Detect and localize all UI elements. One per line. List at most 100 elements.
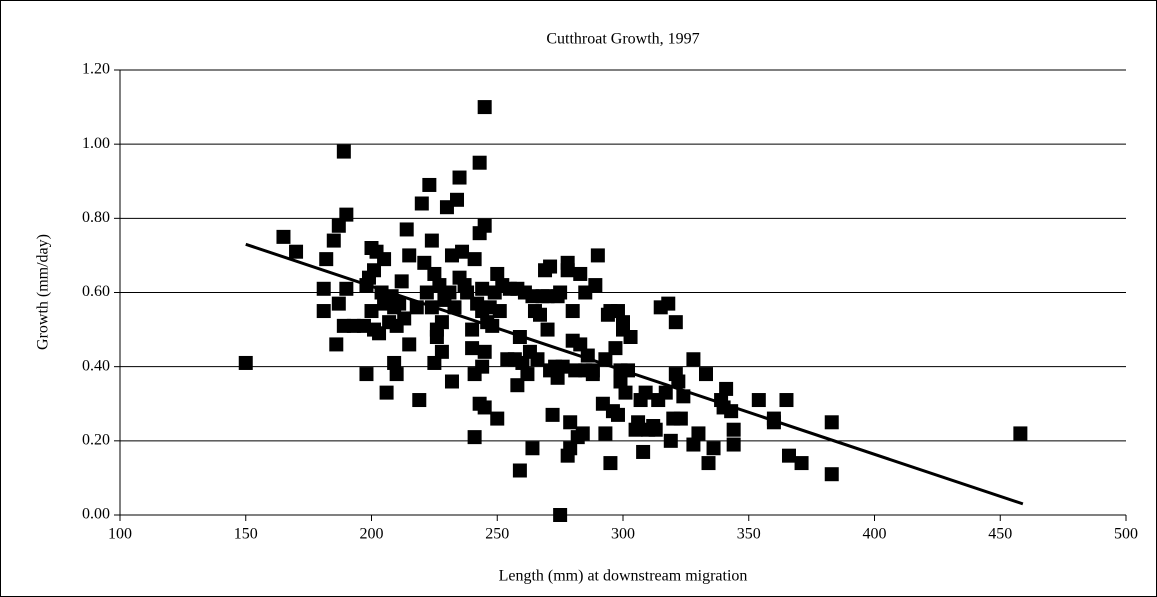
y-axis-label: Growth (mm/day) — [35, 234, 52, 350]
point — [545, 407, 560, 422]
point — [434, 315, 449, 330]
point — [460, 285, 475, 300]
point — [450, 192, 465, 207]
point — [444, 374, 459, 389]
point — [387, 355, 402, 370]
point — [673, 411, 688, 426]
x-tick-label: 250 — [485, 526, 509, 543]
point — [638, 385, 653, 400]
point — [412, 393, 427, 408]
point — [698, 367, 713, 382]
point — [467, 430, 482, 445]
point — [608, 341, 623, 356]
point — [553, 285, 568, 300]
x-tick-label: 100 — [108, 526, 132, 543]
point — [331, 296, 346, 311]
point — [465, 341, 480, 356]
point — [565, 304, 580, 319]
point — [394, 274, 409, 289]
point — [663, 433, 678, 448]
point — [794, 456, 809, 471]
point — [824, 415, 839, 430]
point — [623, 330, 638, 344]
y-tick-label: 0.20 — [82, 432, 110, 449]
point — [472, 155, 487, 170]
point — [467, 252, 482, 267]
point — [477, 218, 492, 233]
point — [326, 233, 341, 248]
point — [316, 304, 331, 319]
point — [613, 374, 628, 389]
point — [1013, 426, 1028, 441]
point — [636, 444, 651, 459]
x-tick-label: 450 — [988, 526, 1012, 543]
point — [289, 244, 304, 259]
point — [477, 100, 492, 115]
point — [276, 229, 291, 244]
point — [691, 426, 706, 441]
chart-title: Cutthroat Growth, 1997 — [546, 31, 699, 48]
point — [530, 352, 545, 367]
point — [402, 248, 417, 263]
point — [399, 222, 414, 237]
point — [429, 330, 444, 344]
point — [367, 263, 382, 278]
x-tick-label: 200 — [360, 526, 384, 543]
y-tick-label: 0.00 — [82, 506, 110, 523]
point — [377, 252, 392, 267]
point — [719, 381, 734, 396]
point — [477, 400, 492, 415]
point — [331, 218, 346, 233]
x-axis-label: Length (mm) at downstream migration — [499, 568, 748, 585]
point — [824, 467, 839, 482]
point — [543, 259, 558, 274]
point — [455, 244, 470, 259]
point — [414, 196, 429, 211]
point — [452, 170, 467, 185]
point — [417, 255, 432, 270]
point — [686, 437, 701, 452]
point — [573, 266, 588, 281]
point — [339, 207, 354, 222]
x-tick-label: 150 — [234, 526, 258, 543]
point — [726, 422, 741, 437]
point — [490, 411, 505, 426]
point — [616, 315, 630, 330]
point — [533, 307, 548, 322]
point — [590, 248, 605, 263]
y-tick-label: 0.80 — [82, 209, 110, 226]
x-tick-label: 400 — [863, 526, 887, 543]
point — [515, 355, 530, 370]
point — [427, 266, 442, 281]
point — [316, 281, 331, 296]
point — [427, 355, 442, 370]
point — [510, 378, 525, 393]
point — [424, 233, 439, 248]
point — [610, 407, 625, 422]
point — [389, 367, 404, 382]
y-tick-label: 0.40 — [82, 357, 110, 374]
point — [520, 367, 535, 382]
point — [618, 385, 633, 400]
point — [701, 456, 716, 471]
point — [610, 304, 625, 319]
point — [668, 315, 683, 330]
point — [573, 337, 588, 352]
point — [658, 385, 673, 400]
point — [781, 448, 796, 463]
x-tick-label: 300 — [611, 526, 635, 543]
y-tick-label: 0.60 — [82, 283, 110, 300]
point — [434, 344, 449, 359]
point — [563, 415, 578, 430]
point — [475, 281, 490, 296]
x-tick-label: 500 — [1114, 526, 1138, 543]
point — [560, 263, 575, 278]
point — [392, 296, 407, 311]
point — [336, 144, 351, 159]
point — [553, 508, 568, 522]
point — [477, 344, 492, 359]
point — [372, 326, 387, 341]
point — [465, 322, 480, 337]
